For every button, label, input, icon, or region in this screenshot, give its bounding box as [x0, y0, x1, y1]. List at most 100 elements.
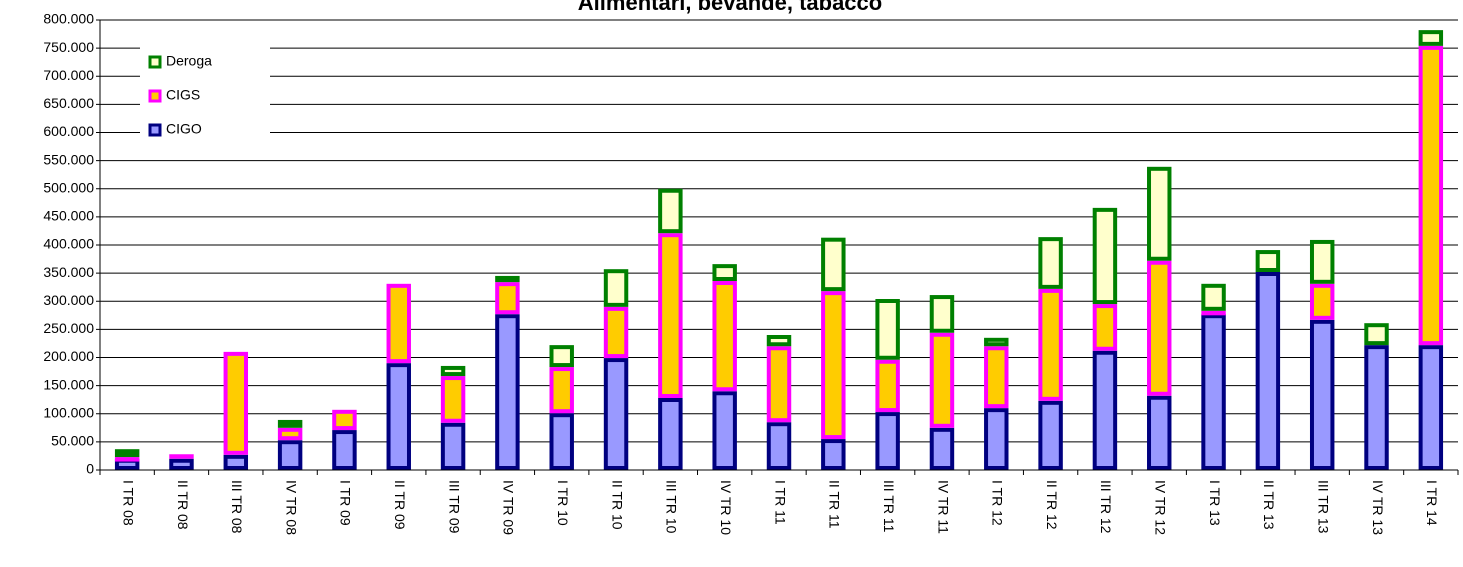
- bar-segment: [1147, 395, 1172, 470]
- legend-box: [140, 42, 270, 160]
- x-tick-label: IV TR 12: [1153, 480, 1169, 535]
- x-tick-label: I TR 12: [990, 480, 1006, 526]
- bar-segment: [1364, 323, 1389, 346]
- y-tick-label: 800.000: [43, 11, 94, 27]
- bar-segment: [114, 457, 140, 462]
- bar-segment: [821, 291, 846, 440]
- legend-label: CIGS: [166, 87, 200, 103]
- bar-segment: [984, 337, 1009, 347]
- y-tick-label: 0: [86, 461, 94, 477]
- legend-swatch: [148, 89, 162, 103]
- x-tick-label: III TR 11: [881, 480, 897, 533]
- bar-segment: [277, 440, 303, 470]
- bar-segment: [929, 332, 955, 428]
- bar-segment: [1038, 288, 1063, 401]
- y-tick-label: 700.000: [43, 67, 94, 83]
- x-tick-label: III TR 12: [1098, 480, 1114, 534]
- bar-segment: [495, 282, 520, 315]
- y-tick-label: 650.000: [43, 95, 94, 111]
- y-tick-label: 350.000: [43, 264, 94, 280]
- x-tick-label: IV TR 10: [718, 480, 734, 535]
- bar-segment: [114, 458, 140, 470]
- y-tick-label: 100.000: [43, 404, 94, 420]
- bar-segment: [875, 299, 900, 360]
- bar-segment: [658, 233, 683, 398]
- bar-segment: [875, 412, 900, 470]
- y-tick-label: 550.000: [43, 151, 94, 167]
- bar-segment: [603, 358, 629, 470]
- bar-segment: [277, 419, 303, 428]
- x-tick-label: IV TR 08: [283, 480, 299, 535]
- bar-segment: [603, 269, 629, 307]
- x-tick-label: IV TR 13: [1370, 480, 1386, 535]
- x-tick-label: III TR 09: [446, 480, 462, 534]
- y-tick-label: 250.000: [43, 320, 94, 336]
- bar-segment: [1309, 319, 1335, 470]
- x-tick-label: III TR 13: [1315, 480, 1331, 534]
- bar-segment: [1201, 314, 1226, 470]
- bar-segment: [929, 427, 955, 470]
- x-tick-label: II TR 08: [175, 480, 191, 530]
- x-tick-label: I TR 13: [1207, 480, 1223, 526]
- bar-segment: [821, 439, 846, 470]
- bar-segment: [332, 430, 357, 470]
- bar-segment: [169, 454, 194, 459]
- bar-segment: [549, 367, 574, 414]
- x-tick-label: III TR 08: [229, 480, 245, 534]
- bar-segment: [1201, 283, 1226, 311]
- bar-segment: [549, 345, 574, 368]
- bar-segment: [1038, 400, 1063, 470]
- bar-segment: [712, 391, 737, 470]
- bar-segment: [1147, 260, 1172, 396]
- bar-segment: [1092, 207, 1118, 305]
- y-tick-label: 600.000: [43, 123, 94, 139]
- bar-segment: [1092, 350, 1118, 470]
- bar-segment: [1201, 310, 1226, 316]
- x-tick-label: IV TR 11: [935, 480, 951, 534]
- bar-segment: [1038, 237, 1063, 289]
- legend-label: CIGO: [166, 121, 202, 137]
- x-tick-label: II TR 13: [1261, 480, 1277, 530]
- y-tick-label: 750.000: [43, 39, 94, 55]
- bar-segment: [712, 264, 737, 281]
- bar-segment: [766, 346, 792, 423]
- bar-segment: [658, 398, 683, 470]
- bar-segment: [1255, 272, 1281, 470]
- bar-segment: [440, 376, 466, 423]
- legend-swatch: [148, 55, 162, 69]
- x-tick-label: II TR 12: [1044, 480, 1060, 530]
- bar-segment: [984, 408, 1009, 470]
- bar-segment: [984, 346, 1009, 409]
- bar-segment: [1147, 166, 1172, 261]
- x-tick-label: I TR 11: [772, 480, 788, 525]
- bar-segment: [114, 449, 140, 458]
- bar-segment: [386, 363, 411, 470]
- bar-segment: [386, 283, 411, 364]
- bar-segment: [766, 422, 792, 470]
- x-tick-label: IV TR 09: [501, 480, 517, 535]
- bar-segment: [1418, 345, 1444, 470]
- x-tick-label: I TR 10: [555, 480, 571, 526]
- chart-title: Alimentari, bevande, tabacco: [578, 0, 882, 15]
- bar-segment: [658, 188, 683, 234]
- bar-segment: [712, 281, 737, 392]
- x-tick-label: I TR 09: [338, 480, 354, 526]
- bar-segment: [440, 422, 466, 470]
- bar-segment: [495, 314, 520, 470]
- bar-segment: [169, 458, 194, 470]
- y-tick-label: 150.000: [43, 376, 94, 392]
- bar-segment: [821, 237, 846, 292]
- y-tick-label: 400.000: [43, 236, 94, 252]
- bar-segment: [1255, 250, 1281, 272]
- bar-segment: [223, 351, 249, 455]
- y-tick-label: 200.000: [43, 348, 94, 364]
- x-tick-label: II TR 09: [392, 480, 408, 530]
- bar-segment: [1309, 283, 1335, 320]
- bar-segment: [495, 275, 520, 283]
- bar-segment: [549, 413, 574, 470]
- y-tick-label: 300.000: [43, 292, 94, 308]
- y-tick-label: 50.000: [51, 433, 94, 449]
- y-tick-label: 500.000: [43, 179, 94, 195]
- x-tick-label: III TR 10: [664, 480, 680, 534]
